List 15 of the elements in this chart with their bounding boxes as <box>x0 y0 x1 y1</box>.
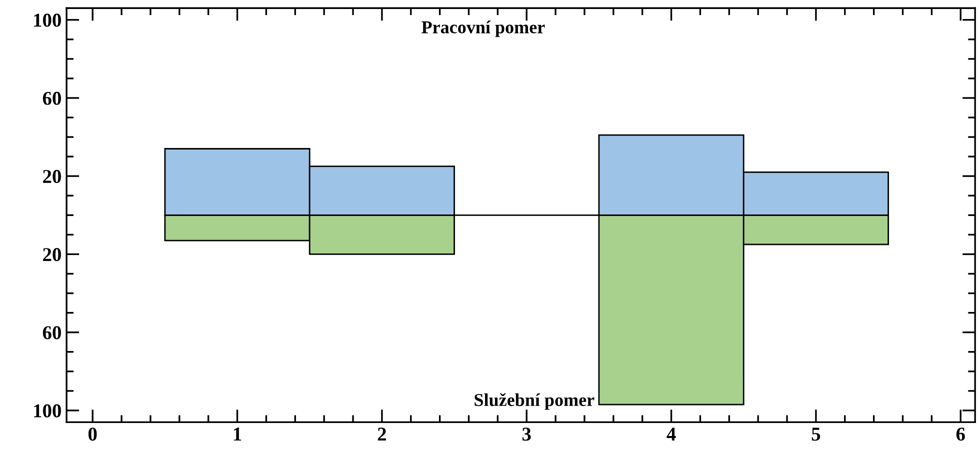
x-tick-label: 0 <box>88 428 97 441</box>
y-tick-label: 60 <box>42 92 61 105</box>
x-tick-label: 5 <box>812 428 820 441</box>
y-tick-label: 60 <box>42 326 61 340</box>
legend-label: Pracovní pomer <box>422 20 545 38</box>
series-label: Služební pomer <box>474 393 594 410</box>
y-tick-label: 20 <box>43 248 61 262</box>
x-tick-label: 3 <box>522 428 531 441</box>
x-tick-label: 6 <box>956 428 965 441</box>
x-tick-label: 1 <box>234 428 242 441</box>
y-tick-label: 100 <box>34 14 61 27</box>
x-tick-label: 2 <box>378 428 386 441</box>
x-tick-label: 4 <box>666 428 676 441</box>
y-tick-label: 100 <box>34 404 61 418</box>
y-tick-label: 20 <box>43 170 61 184</box>
